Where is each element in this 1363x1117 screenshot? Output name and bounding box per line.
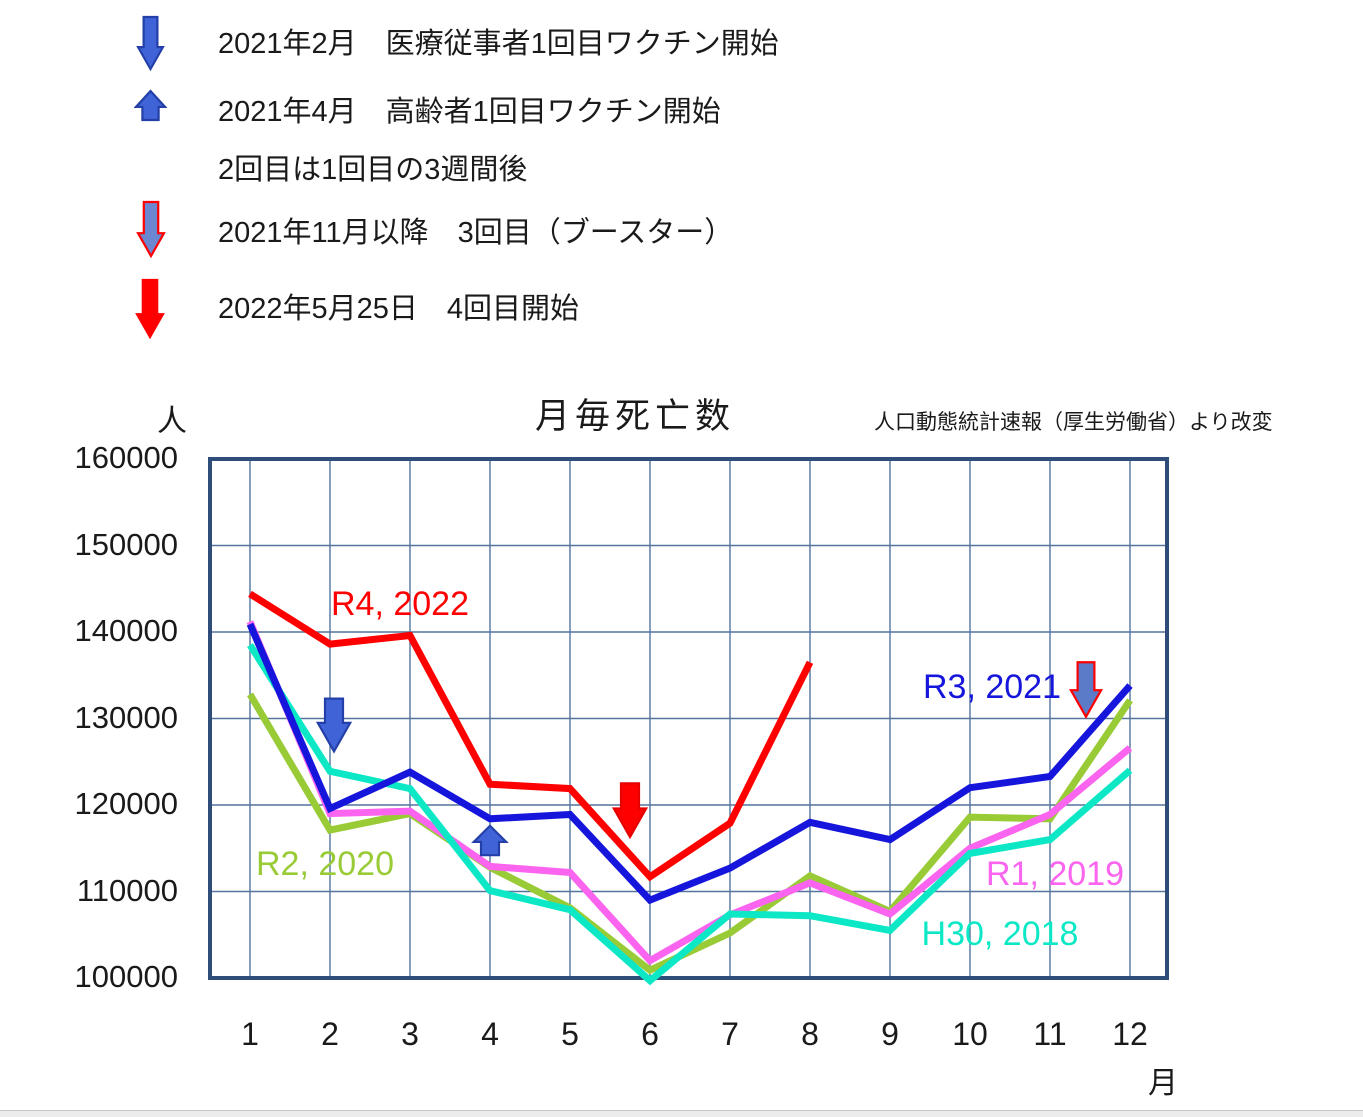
arrow-glyph xyxy=(135,278,165,340)
down-arrow-annotation-icon xyxy=(315,697,353,754)
down-arrow-red-blue-icon xyxy=(136,200,166,259)
legend-item-label: 2022年5月25日 4回目開始 xyxy=(218,293,580,325)
series-label: R1, 2019 xyxy=(986,855,1124,893)
y-tick-label: 130000 xyxy=(74,700,178,735)
up-arrow-blue-icon xyxy=(134,89,167,122)
y-tick-label: 150000 xyxy=(74,527,178,562)
y-tick-label: 140000 xyxy=(74,613,178,648)
series-label: R4, 2022 xyxy=(331,585,469,623)
y-axis-unit-label: 人 xyxy=(157,405,187,438)
series-line-R3-2021 xyxy=(246,622,1133,905)
series-line-H30-2018 xyxy=(247,643,1133,986)
down-arrow-blue-icon xyxy=(136,15,165,72)
arrow-glyph xyxy=(136,200,166,259)
legend-item-label: 2021年4月 高齢者1回目ワクチン開始 xyxy=(218,96,721,128)
legend-item-label: 2021年2月 医療従事者1回目ワクチン開始 xyxy=(218,28,779,60)
x-tick-label: 5 xyxy=(561,1016,579,1052)
series-line-R4-2022 xyxy=(248,590,814,882)
x-tick-label: 6 xyxy=(641,1016,659,1052)
x-axis-unit-label: 月 xyxy=(1148,1067,1178,1100)
x-tick-label: 8 xyxy=(801,1016,819,1052)
down-arrow-annotation-icon xyxy=(1068,661,1104,719)
x-tick-label: 3 xyxy=(401,1016,419,1052)
source-note: 人口動態統計速報（厚生労働省）より改変 xyxy=(874,411,1273,434)
arrow-glyph xyxy=(134,89,167,122)
plot-border xyxy=(208,457,1169,980)
up-arrow-annotation-icon xyxy=(471,824,509,857)
x-tick-label: 10 xyxy=(952,1016,988,1052)
series-label: H30, 2018 xyxy=(921,915,1079,953)
x-tick-label: 4 xyxy=(481,1016,499,1052)
x-tick-label: 7 xyxy=(721,1016,739,1052)
series-label: R2, 2020 xyxy=(256,845,394,883)
legend-item-label: 2回目は1回目の3週間後 xyxy=(218,154,528,186)
slide-edge-strip xyxy=(0,1110,1363,1117)
x-tick-label: 2 xyxy=(321,1016,339,1052)
down-arrow-red-icon xyxy=(135,278,165,340)
x-tick-label: 12 xyxy=(1112,1016,1148,1052)
down-arrow-annotation-icon xyxy=(611,782,649,840)
arrow-glyph xyxy=(136,15,165,72)
x-tick-label: 1 xyxy=(241,1016,259,1052)
legend-item-label: 2021年11月以降 3回目（ブースター） xyxy=(218,217,734,249)
x-tick-label: 9 xyxy=(881,1016,899,1052)
series-label: R3, 2021 xyxy=(923,668,1061,706)
y-tick-label: 100000 xyxy=(74,959,178,994)
y-tick-label: 110000 xyxy=(76,873,178,908)
chart-title: 月毎死亡数 xyxy=(535,397,736,436)
y-tick-label: 120000 xyxy=(74,786,178,821)
series-line-R1-2019 xyxy=(246,620,1133,966)
x-tick-label: 11 xyxy=(1033,1016,1067,1052)
y-tick-label: 160000 xyxy=(74,440,178,475)
